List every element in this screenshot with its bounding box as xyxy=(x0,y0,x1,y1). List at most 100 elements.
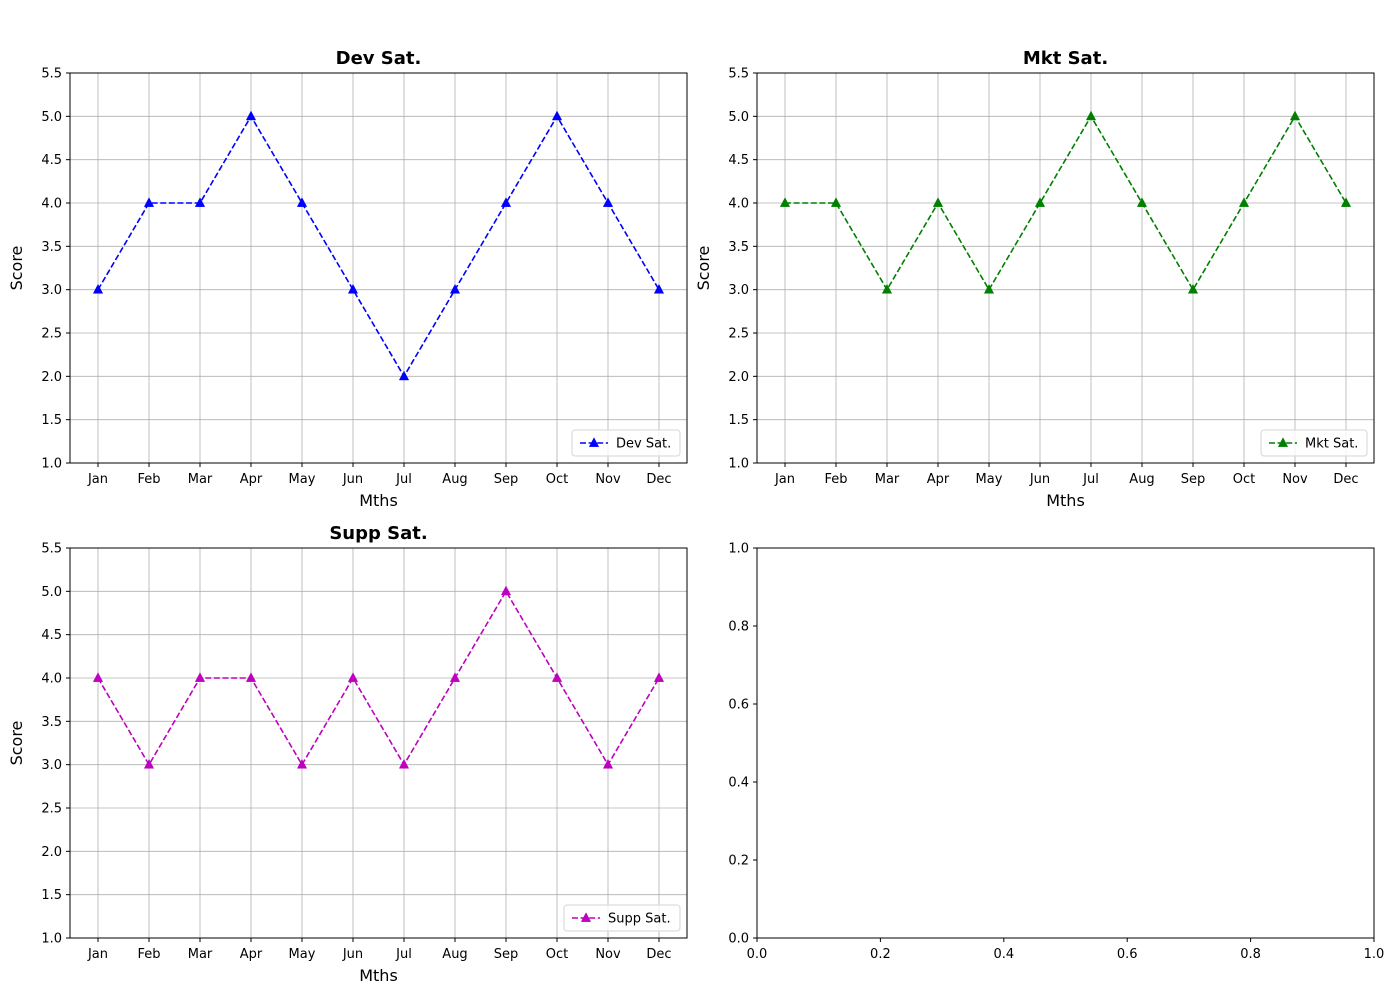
y-tick-label: 0.4 xyxy=(728,776,749,791)
y-tick-label: 1.0 xyxy=(728,542,749,557)
grid-lines xyxy=(757,72,1374,464)
data-point xyxy=(983,283,995,294)
x-tick-label: May xyxy=(289,472,316,487)
x-tick-label: Dec xyxy=(646,472,671,487)
y-tick-label: 5.0 xyxy=(41,110,62,125)
data-point xyxy=(143,758,155,769)
data-point xyxy=(1289,110,1301,121)
x-tick-label: Feb xyxy=(137,947,160,962)
data-point xyxy=(296,197,308,207)
y-tick-label: 3.5 xyxy=(41,715,62,730)
y-tick-label: 2.5 xyxy=(41,802,62,817)
x-tick-label: 0.0 xyxy=(747,947,768,962)
x-tick-label: 1.0 xyxy=(1364,947,1385,962)
x-tick-label: Aug xyxy=(1129,472,1154,487)
legend-label: Mkt Sat. xyxy=(1305,437,1358,452)
data-point xyxy=(1034,197,1046,207)
x-tick-label: Jul xyxy=(395,947,412,962)
data-point xyxy=(830,197,842,207)
series-line xyxy=(785,114,1347,292)
data-point xyxy=(551,672,563,682)
legend-box xyxy=(571,429,681,457)
y-tick-label: 4.5 xyxy=(41,628,62,643)
x-axis-label: Mths xyxy=(359,966,398,985)
y-tick-label: 5.5 xyxy=(728,67,749,82)
legend-label: Dev Sat. xyxy=(616,437,671,452)
data-point xyxy=(500,585,512,596)
y-tick-label: 1.0 xyxy=(728,457,749,472)
y-tick-label: 5.5 xyxy=(41,67,62,82)
y-tick-label: 5.0 xyxy=(728,110,749,125)
x-tick-label: Apr xyxy=(240,947,263,962)
x-tick-label: Jun xyxy=(1029,472,1050,487)
y-tick-label: 1.5 xyxy=(728,413,749,428)
x-tick-label: Nov xyxy=(1282,472,1308,487)
data-point xyxy=(92,672,104,682)
x-tick-label: Apr xyxy=(240,472,263,487)
x-tick-label: Oct xyxy=(546,947,568,962)
y-tick-label: 0.6 xyxy=(728,698,749,713)
legend: Dev Sat. xyxy=(571,429,681,457)
y-tick-label: 0.2 xyxy=(728,854,749,869)
y-tick-label: 0.8 xyxy=(728,620,749,635)
data-point xyxy=(398,758,410,769)
data-point xyxy=(143,197,155,207)
grid-lines xyxy=(70,72,687,464)
data-point xyxy=(932,197,944,207)
chart-panel-3: 1.0 1.5 2.0 2.5 3.0 3.5 4.0 4.5 5.0 5.5 Jan Feb Mar A… xyxy=(7,523,688,985)
x-tick-label: 0.2 xyxy=(870,947,891,962)
x-tick-label: Jan xyxy=(774,472,795,487)
y-tick-label: 2.5 xyxy=(728,327,749,342)
data-point xyxy=(1187,283,1199,294)
data-point xyxy=(194,197,206,207)
x-tick-label: Jun xyxy=(342,947,363,962)
y-tick-label: 4.0 xyxy=(728,197,749,212)
data-point xyxy=(1136,197,1148,207)
x-tick-label: Jan xyxy=(87,472,108,487)
x-tick-label: 0.4 xyxy=(993,947,1014,962)
y-axis-label: Score xyxy=(694,246,713,291)
y-tick-label: 3.0 xyxy=(41,283,62,298)
data-point xyxy=(347,283,359,294)
y-tick-label: 5.0 xyxy=(41,585,62,600)
y-tick-label: 4.0 xyxy=(41,672,62,687)
data-point xyxy=(449,283,461,294)
x-tick-label: Dec xyxy=(1333,472,1358,487)
x-tick-label: Sep xyxy=(1181,472,1206,487)
series-supp-sat xyxy=(92,585,665,769)
y-tick-label: 3.0 xyxy=(728,283,749,298)
x-tick-label: Feb xyxy=(137,472,160,487)
x-tick-label: Dec xyxy=(646,947,671,962)
legend-box xyxy=(1260,429,1368,457)
y-tick-label: 3.5 xyxy=(728,240,749,255)
y-tick-label: 1.0 xyxy=(41,932,62,947)
axes-frame xyxy=(69,547,688,939)
legend-marker-swatch xyxy=(588,437,600,447)
x-tick-label: May xyxy=(289,947,316,962)
axes-frame xyxy=(756,72,1375,464)
x-tick-label: Jul xyxy=(395,472,412,487)
series-line xyxy=(97,589,660,767)
x-tick-label: Nov xyxy=(595,472,621,487)
data-point xyxy=(296,758,308,769)
x-tick-label: Mar xyxy=(188,947,213,962)
chart-panel-4: 0.0 0.2 0.4 0.6 0.8 1.0 0.0 0.2 0.4 0.6 0.8 1.0 xyxy=(728,542,1384,963)
x-tick-label: 0.8 xyxy=(1240,947,1261,962)
y-tick-label: 0.0 xyxy=(728,932,749,947)
x-tick-label: Oct xyxy=(1233,472,1255,487)
data-point xyxy=(551,110,563,121)
chart-title: Supp Sat. xyxy=(329,523,427,544)
y-tick-label: 4.5 xyxy=(728,153,749,168)
axes-frame xyxy=(756,547,1375,939)
data-point xyxy=(1238,197,1250,207)
data-point xyxy=(1340,197,1352,207)
legend: Supp Sat. xyxy=(563,904,681,932)
data-point xyxy=(653,283,665,294)
y-tick-label: 1.5 xyxy=(41,413,62,428)
x-tick-label: Feb xyxy=(824,472,847,487)
series-line xyxy=(97,114,660,378)
data-point xyxy=(449,672,461,682)
y-axis-label: Score xyxy=(7,246,26,291)
y-tick-label: 3.0 xyxy=(41,758,62,773)
series-mkt-sat xyxy=(779,110,1352,294)
